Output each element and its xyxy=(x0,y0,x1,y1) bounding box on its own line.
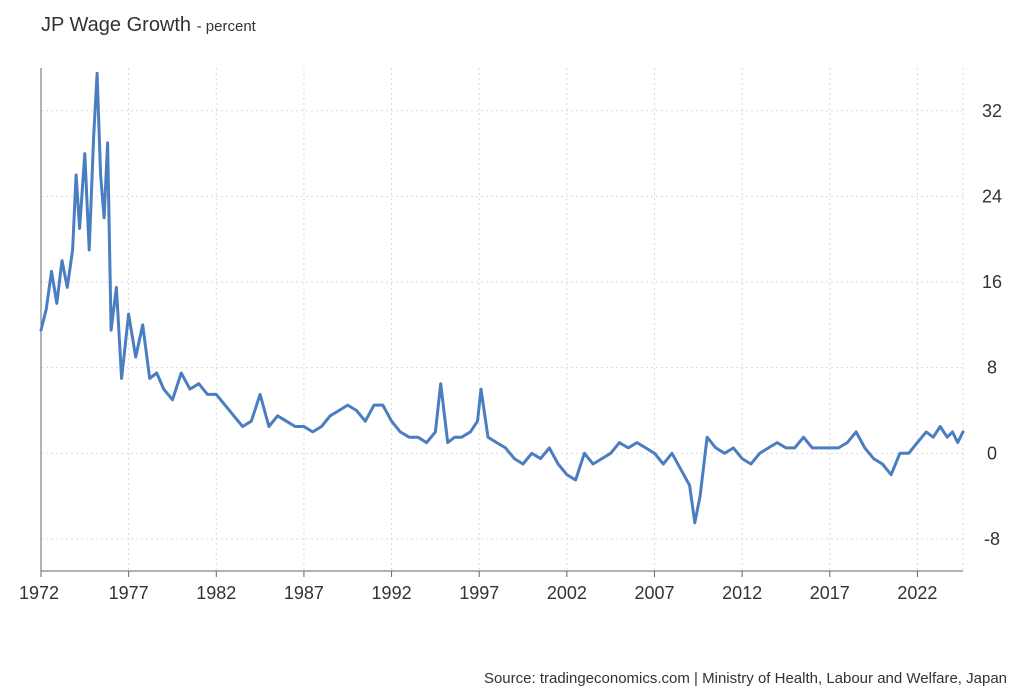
x-axis-ticks: 1972 1977 1982 1987 1992 1997 2002 2007 2012 2017… xyxy=(19,571,937,603)
x-tick-label: 1972 xyxy=(19,583,59,603)
chart-title-text: JP Wage Growth xyxy=(41,14,192,36)
y-tick-label: 32 xyxy=(982,101,1002,121)
x-tick-label: 1992 xyxy=(372,583,412,603)
x-tick-label: 2007 xyxy=(634,583,674,603)
x-tick-label: 1987 xyxy=(284,583,324,603)
x-tick-label: 1977 xyxy=(109,583,149,603)
grid-lines xyxy=(40,68,964,571)
y-tick-label: 8 xyxy=(987,358,997,378)
series-line xyxy=(39,71,965,525)
x-tick-label: 2022 xyxy=(897,583,937,603)
source-note: Source: tradingeconomics.com | Ministry … xyxy=(483,670,1007,687)
x-tick-label: 2002 xyxy=(547,583,587,603)
x-tick-label: 2012 xyxy=(722,583,762,603)
y-tick-label: 24 xyxy=(982,186,1002,206)
axes xyxy=(40,68,963,572)
chart-title: JP Wage Growth - percent xyxy=(41,14,256,37)
y-tick-label: 0 xyxy=(987,443,997,463)
y-tick-label: 16 xyxy=(982,272,1002,292)
y-axis-ticks: -8 0 8 16 24 32 xyxy=(982,101,1002,549)
x-tick-label: 1997 xyxy=(459,583,499,603)
chart-subtitle: - percent xyxy=(196,18,256,35)
x-tick-label: 2017 xyxy=(810,583,850,603)
chart-subtitle-text: percent xyxy=(205,18,256,35)
series-layer xyxy=(39,71,965,525)
x-tick-label: 1982 xyxy=(196,583,236,603)
y-tick-label: -8 xyxy=(984,529,1000,549)
